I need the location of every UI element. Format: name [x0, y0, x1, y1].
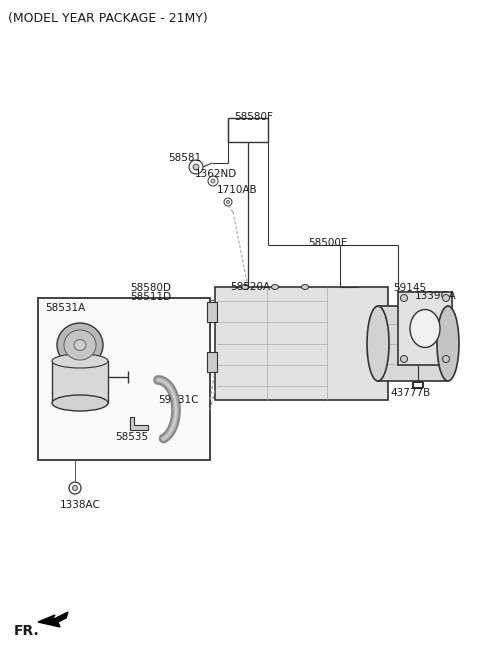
Ellipse shape: [57, 323, 103, 367]
Ellipse shape: [189, 160, 203, 174]
Ellipse shape: [410, 309, 440, 348]
Bar: [38, 298, 210, 460]
Ellipse shape: [272, 284, 278, 290]
Text: 1362ND: 1362ND: [195, 169, 237, 179]
Polygon shape: [130, 417, 148, 430]
Ellipse shape: [72, 486, 77, 491]
Text: 58500E: 58500E: [308, 238, 348, 248]
Ellipse shape: [367, 306, 389, 381]
Ellipse shape: [64, 330, 96, 360]
Text: 59145: 59145: [393, 283, 426, 293]
Ellipse shape: [69, 482, 81, 494]
Ellipse shape: [74, 340, 86, 350]
Ellipse shape: [52, 395, 108, 411]
Text: 58535: 58535: [115, 432, 148, 442]
Polygon shape: [38, 612, 68, 627]
Ellipse shape: [224, 198, 232, 206]
Ellipse shape: [52, 354, 108, 368]
Ellipse shape: [301, 284, 309, 290]
Ellipse shape: [227, 200, 229, 204]
Bar: [207, 352, 217, 372]
Text: 1338AC: 1338AC: [60, 500, 101, 510]
Text: 59631C: 59631C: [158, 395, 199, 405]
Text: 1710AB: 1710AB: [217, 185, 258, 195]
Bar: [215, 287, 388, 400]
Text: 58511D: 58511D: [130, 292, 171, 302]
Ellipse shape: [400, 355, 408, 363]
Bar: [207, 302, 217, 322]
Text: 43777B: 43777B: [390, 388, 430, 398]
Text: 58531A: 58531A: [45, 303, 85, 313]
Ellipse shape: [437, 306, 459, 381]
Text: 1339GA: 1339GA: [415, 291, 457, 301]
Ellipse shape: [211, 179, 215, 183]
Text: 58520A: 58520A: [230, 282, 270, 292]
Ellipse shape: [443, 294, 449, 302]
Text: 58580F: 58580F: [234, 112, 273, 122]
Bar: [378, 306, 448, 381]
Bar: [52, 361, 108, 403]
Bar: [398, 292, 452, 365]
Text: 58581: 58581: [168, 153, 201, 163]
Ellipse shape: [193, 164, 199, 170]
Ellipse shape: [241, 284, 249, 290]
Text: (MODEL YEAR PACKAGE - 21MY): (MODEL YEAR PACKAGE - 21MY): [8, 12, 208, 25]
Ellipse shape: [400, 294, 408, 302]
Text: 58580D: 58580D: [130, 283, 171, 293]
Ellipse shape: [208, 176, 218, 186]
Ellipse shape: [443, 355, 449, 363]
Text: FR.: FR.: [14, 624, 40, 638]
